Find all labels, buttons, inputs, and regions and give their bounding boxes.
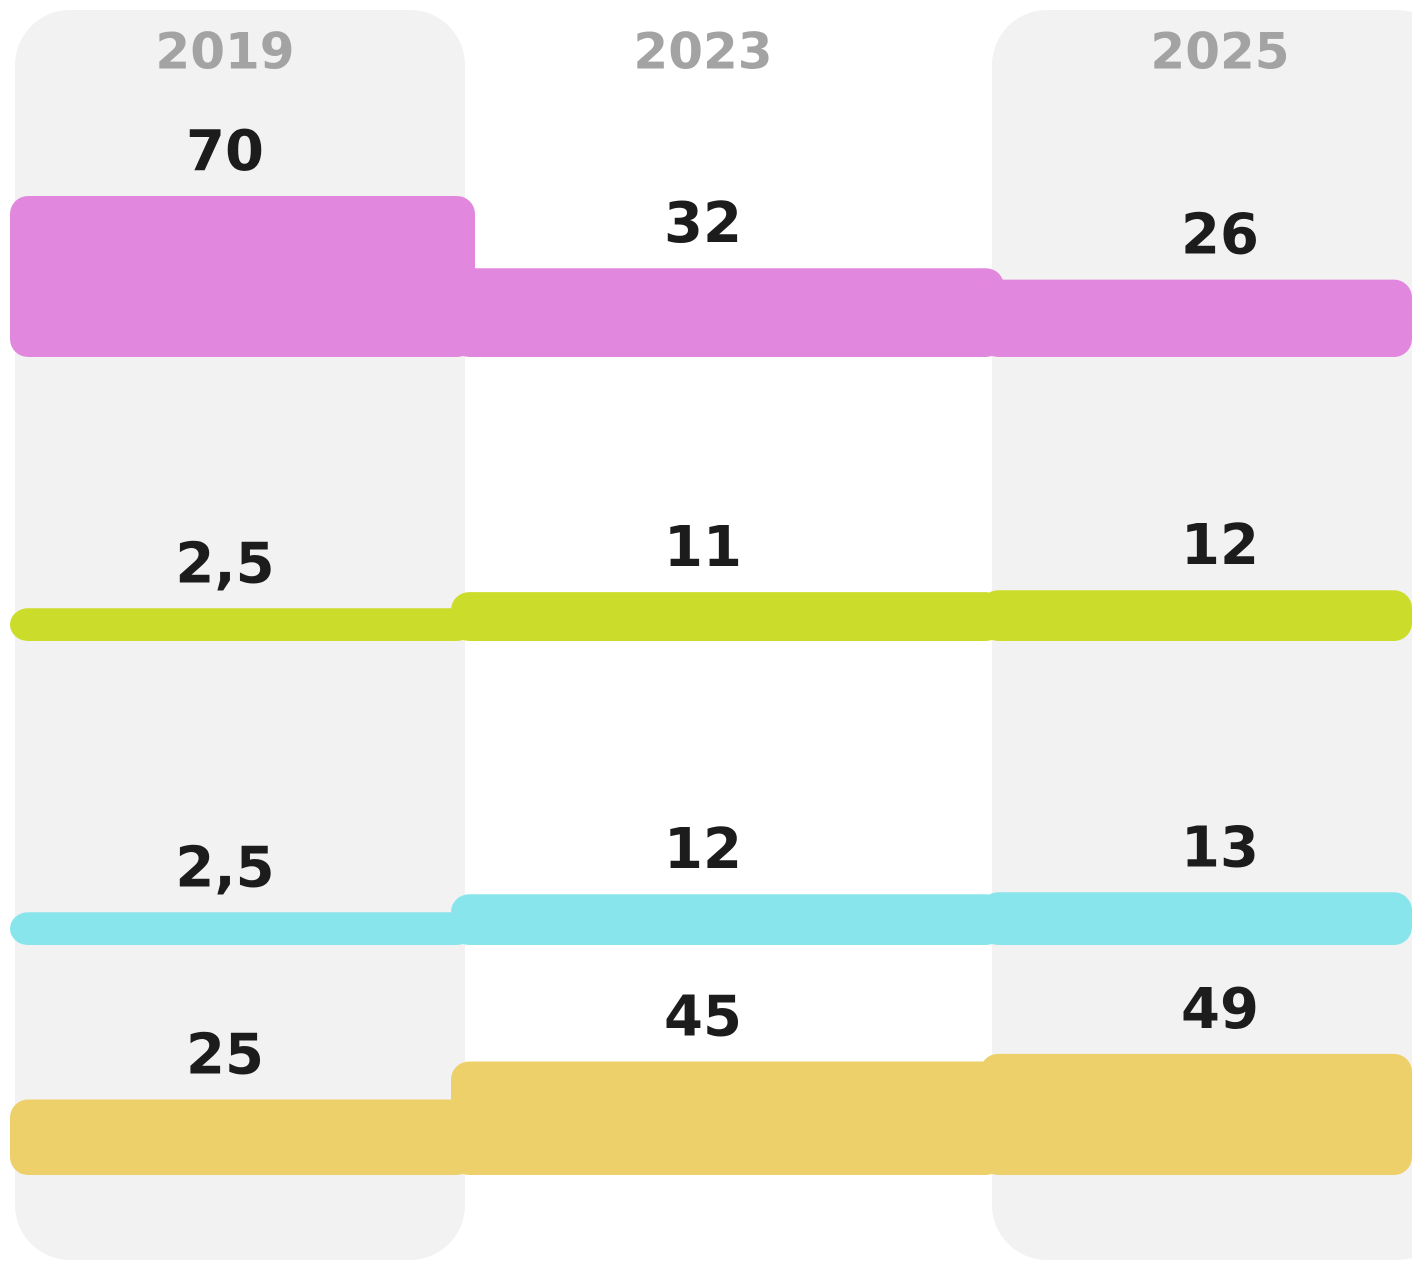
- band-segment: [451, 592, 1004, 641]
- band-segment: [10, 1099, 475, 1175]
- value-label: 45: [664, 985, 742, 1050]
- band-segment: [980, 1053, 1412, 1175]
- band-segment: [451, 268, 1004, 357]
- band-segment: [10, 196, 475, 357]
- year-label: 2023: [633, 23, 772, 81]
- value-label: 13: [1181, 815, 1259, 880]
- value-label: 11: [664, 515, 742, 580]
- band-segment: [980, 279, 1412, 357]
- value-label: 12: [1181, 513, 1259, 578]
- value-label: 2,5: [175, 531, 274, 596]
- band-segment: [10, 608, 475, 641]
- year-label: 2025: [1150, 23, 1289, 81]
- value-label: 26: [1181, 203, 1259, 268]
- value-label: 32: [664, 191, 742, 256]
- band-segment: [980, 590, 1412, 641]
- band-segment: [980, 892, 1412, 945]
- value-label: 25: [186, 1023, 264, 1088]
- value-label: 12: [664, 817, 742, 882]
- value-label: 70: [186, 119, 264, 184]
- year-label: 2019: [155, 23, 294, 81]
- band-segment: [451, 1061, 1004, 1175]
- value-label: 2,5: [175, 835, 274, 900]
- value-label: 49: [1181, 977, 1259, 1042]
- band-segment: [10, 912, 475, 945]
- band-segment: [451, 894, 1004, 945]
